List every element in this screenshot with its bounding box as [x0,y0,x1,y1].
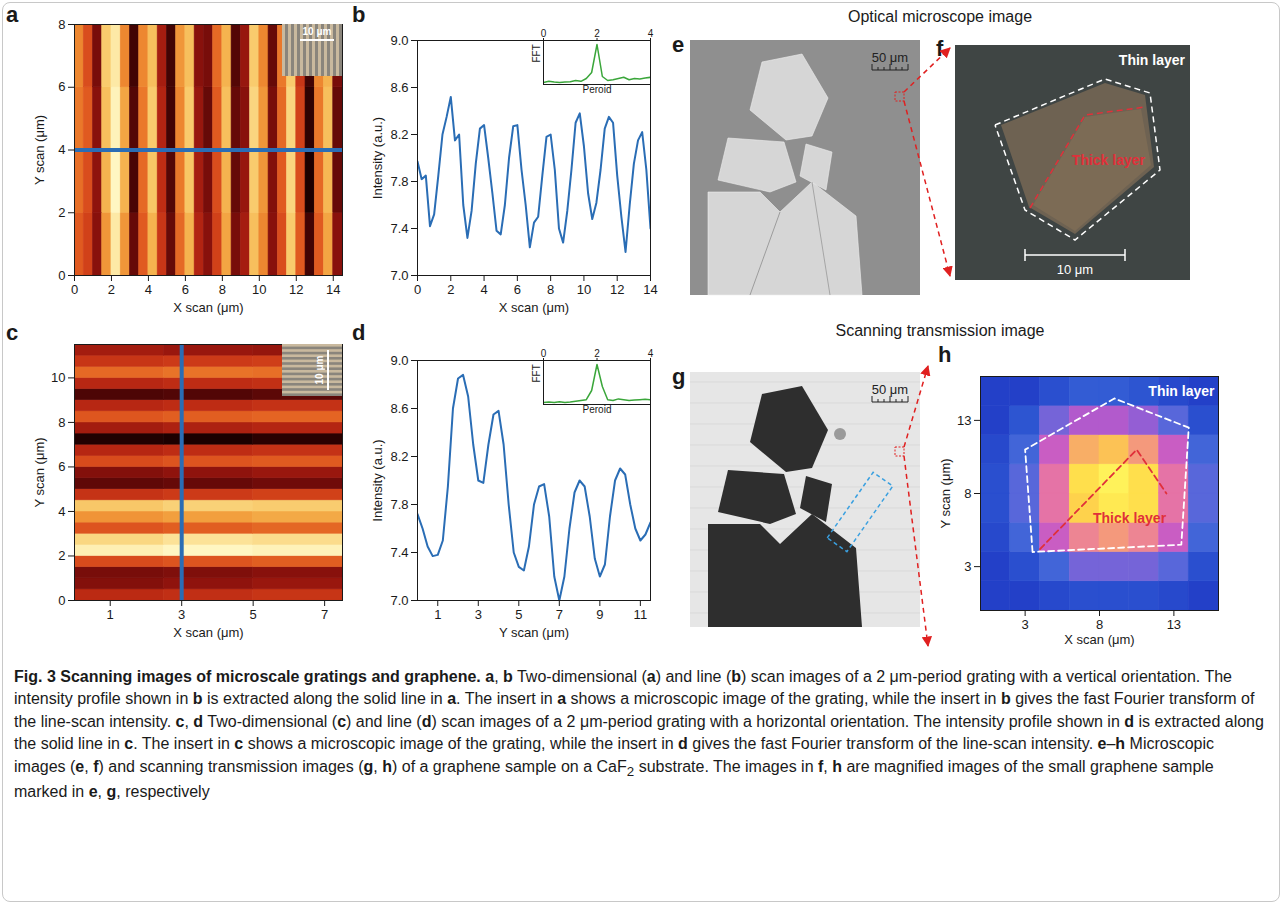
html-text:h: h [938,342,952,367]
html-text:Scanning transmission image: Scanning transmission image [835,322,1045,339]
svg-text:10 μm: 10 μm [303,26,332,37]
svg-text:8: 8 [219,282,226,297]
svg-text:50 μm: 50 μm [872,382,908,397]
svg-text:Thin layer: Thin layer [1148,383,1215,399]
svg-text:2: 2 [108,282,115,297]
svg-text:7.8: 7.8 [390,174,408,189]
html-text:a: a [6,2,19,27]
svg-text:0: 0 [541,28,547,39]
svg-text:9.0: 9.0 [390,353,408,368]
svg-text:X scan (μm): X scan (μm) [1064,632,1134,647]
svg-text:13: 13 [957,413,971,428]
svg-text:13: 13 [1167,617,1181,632]
svg-text:4: 4 [58,504,65,519]
svg-text:10: 10 [51,370,65,385]
svg-text:14: 14 [326,282,340,297]
svg-text:Y scan (μm): Y scan (μm) [32,437,47,507]
svg-text:X scan (μm): X scan (μm) [173,300,243,315]
svg-text:Thick layer: Thick layer [1093,510,1167,526]
svg-text:12: 12 [289,282,303,297]
svg-text:2: 2 [58,205,65,220]
svg-text:1: 1 [434,607,441,622]
svg-text:0: 0 [414,282,421,297]
svg-text:10: 10 [577,282,591,297]
svg-text:8: 8 [58,415,65,430]
svg-text:0: 0 [71,282,78,297]
svg-text:FFT: FFT [531,364,542,382]
svg-text:9: 9 [596,607,603,622]
svg-text:8.6: 8.6 [390,80,408,95]
svg-text:2: 2 [58,548,65,563]
svg-text:8.2: 8.2 [390,449,408,464]
svg-text:50 μm: 50 μm [872,50,908,65]
svg-text:4: 4 [145,282,152,297]
svg-text:4: 4 [648,28,654,39]
svg-text:4: 4 [58,142,65,157]
svg-text:Intensity (a.u.): Intensity (a.u.) [370,439,385,521]
svg-text:6: 6 [514,282,521,297]
svg-text:12: 12 [610,282,624,297]
svg-text:5: 5 [250,607,257,622]
svg-text:8: 8 [58,17,65,32]
svg-text:7: 7 [556,607,563,622]
svg-text:X scan (μm): X scan (μm) [173,625,243,640]
svg-text:4: 4 [480,282,487,297]
svg-text:7.4: 7.4 [390,221,408,236]
svg-text:Intensity (a.u.): Intensity (a.u.) [370,117,385,199]
svg-text:10 μm: 10 μm [1057,262,1093,277]
svg-text:Y scan (μm): Y scan (μm) [499,625,569,640]
svg-text:3: 3 [964,559,971,574]
html-text:d: d [352,320,366,345]
svg-text:Thin layer: Thin layer [1119,52,1186,68]
svg-text:14: 14 [643,282,657,297]
svg-text:5: 5 [515,607,522,622]
svg-text:7.0: 7.0 [390,268,408,283]
svg-text:7.4: 7.4 [390,545,408,560]
html-text:f: f [936,36,944,61]
svg-text:Y scan (μm): Y scan (μm) [938,458,953,528]
html-text:Fig. 3 Scanning images of micr: Fig. 3 Scanning images of microscale gra… [14,668,1264,801]
svg-text:6: 6 [58,79,65,94]
html-text:c: c [6,320,19,345]
svg-text:2: 2 [594,348,600,359]
svg-text:8: 8 [1096,617,1103,632]
svg-text:Peroid: Peroid [583,84,612,95]
html-text:b: b [352,2,366,27]
svg-text:3: 3 [178,607,185,622]
svg-text:6: 6 [182,282,189,297]
svg-text:FFT: FFT [531,44,542,62]
svg-text:3: 3 [1022,617,1029,632]
svg-text:8.2: 8.2 [390,127,408,142]
svg-text:10: 10 [252,282,266,297]
svg-text:X scan (μm): X scan (μm) [499,300,569,315]
svg-text:8: 8 [964,486,971,501]
svg-text:0: 0 [58,268,65,283]
svg-text:7.0: 7.0 [390,593,408,608]
svg-text:6: 6 [58,459,65,474]
svg-text:7.8: 7.8 [390,497,408,512]
html-text:e: e [672,32,685,57]
svg-text:1: 1 [107,607,114,622]
svg-text:Peroid: Peroid [583,404,612,415]
svg-text:7: 7 [321,607,328,622]
svg-text:9.0: 9.0 [390,33,408,48]
svg-text:11: 11 [634,607,648,622]
svg-text:Y scan (μm): Y scan (μm) [32,115,47,185]
svg-text:2: 2 [594,28,600,39]
html-text:Optical microscope image: Optical microscope image [848,8,1032,25]
html-text:g: g [672,364,686,389]
svg-text:10 μm: 10 μm [314,355,325,384]
svg-text:4: 4 [648,348,654,359]
svg-text:3: 3 [475,607,482,622]
svg-text:0: 0 [58,593,65,608]
svg-text:2: 2 [447,282,454,297]
svg-text:8: 8 [547,282,554,297]
svg-text:0: 0 [541,348,547,359]
svg-text:8.6: 8.6 [390,401,408,416]
svg-text:Thick layer: Thick layer [1072,152,1146,168]
